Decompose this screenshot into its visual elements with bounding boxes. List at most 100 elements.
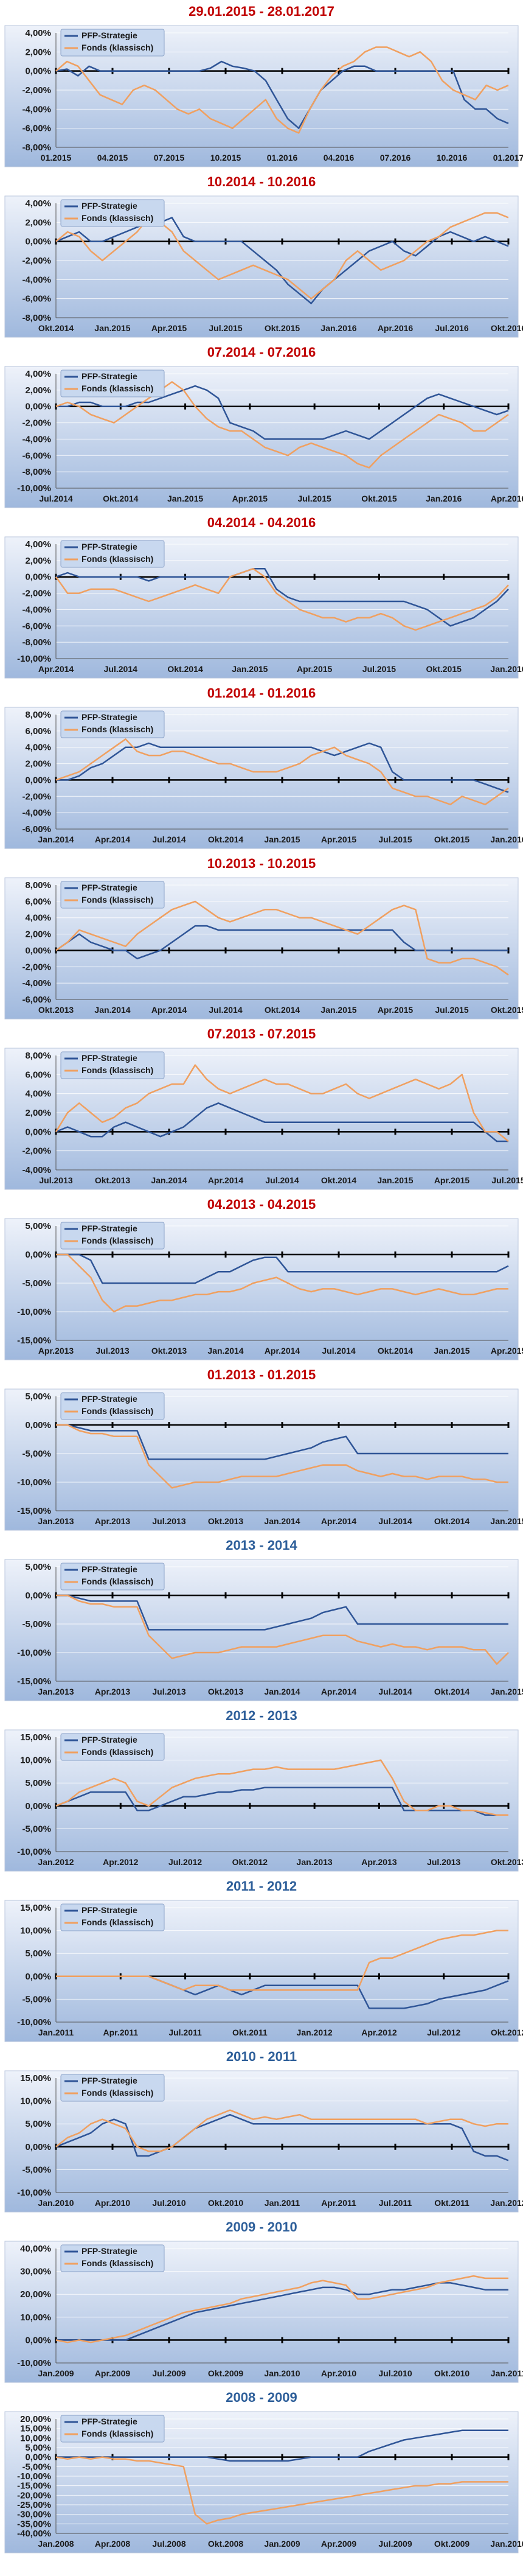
chart-title: 07.2013 - 07.2015 xyxy=(207,1026,316,1041)
x-tick-label: 01.2015 xyxy=(41,153,72,163)
chart-svg: 8,00% 6,00% 4,00% 2,00% 0,00% -2,00% -4,00% -6,… xyxy=(4,877,523,1020)
legend-label: Fonds (klassisch) xyxy=(81,383,153,393)
chart-panel: 04.2014 - 04.2016 4,00% 2,00% 0,00% -2,00% -4… xyxy=(0,514,523,684)
y-tick-label: -10,00% xyxy=(17,2471,51,2482)
x-tick-label: Okt.2012 xyxy=(232,1857,268,1867)
x-tick-label: Apr.2009 xyxy=(321,2539,357,2549)
legend-label: Fonds (klassisch) xyxy=(81,724,153,734)
x-tick-label: Okt.2014 xyxy=(167,664,203,674)
legend-label: PFP-Strategie xyxy=(81,1394,137,1404)
x-tick-label: Apr.2012 xyxy=(361,2028,397,2037)
x-tick-label: Jul.2015 xyxy=(435,1005,468,1015)
x-tick-label: Jul.2015 xyxy=(362,664,396,674)
x-tick-label: 04.2015 xyxy=(97,153,128,163)
legend-label: Fonds (klassisch) xyxy=(81,1406,153,1416)
fund-line xyxy=(55,900,509,976)
y-tick-label: -5,00% xyxy=(22,2165,51,2175)
x-tick-label: 07.2016 xyxy=(380,153,411,163)
x-tick-label: Okt.2015 xyxy=(426,664,462,674)
legend-box xyxy=(60,2074,165,2102)
x-tick-label: Jan.2013 xyxy=(297,1857,333,1867)
y-tick-label: -15,00% xyxy=(17,1506,51,1516)
fund-line xyxy=(55,1064,509,1142)
y-tick-label: -6,00% xyxy=(22,621,51,631)
x-tick-label: Jan.2016 xyxy=(490,835,523,844)
y-tick-label: -2,00% xyxy=(22,418,51,429)
x-tick-label: Jul.2014 xyxy=(378,1687,412,1696)
strategy-line xyxy=(56,1424,508,1460)
chart-title: 04.2014 - 04.2016 xyxy=(207,515,316,530)
y-tick-label: 5,00% xyxy=(25,1778,51,1788)
x-tick-label: Jan.2016 xyxy=(426,494,462,503)
y-tick-label: -4,00% xyxy=(22,978,51,989)
x-tick-label: Jan.2015 xyxy=(167,494,203,503)
y-tick-label: 2,00% xyxy=(25,47,51,57)
y-tick-label: -10,00% xyxy=(17,1477,51,1488)
x-tick-label: 10.2016 xyxy=(437,153,468,163)
legend-label: PFP-Strategie xyxy=(81,371,137,381)
x-tick-label: Jul.2013 xyxy=(427,1857,460,1867)
y-tick-label: -4,00% xyxy=(22,604,51,615)
y-tick-label: 4,00% xyxy=(25,1089,51,1099)
y-tick-label: -6,00% xyxy=(22,294,51,304)
x-tick-label: Jan.2009 xyxy=(264,2539,300,2549)
x-tick-label: Apr.2014 xyxy=(151,1005,187,1015)
y-tick-label: 0,00% xyxy=(25,2142,51,2152)
x-tick-label: Apr.2013 xyxy=(361,1857,397,1867)
fund-line xyxy=(55,2109,508,2152)
x-tick-label: 01.2016 xyxy=(267,153,298,163)
legend-box xyxy=(60,369,165,397)
x-tick-label: Okt.2014 xyxy=(103,494,139,503)
y-tick-label: 10,00% xyxy=(20,2096,51,2107)
y-tick-label: 15,00% xyxy=(20,2424,51,2434)
x-tick-label: Jan.2014 xyxy=(151,1175,187,1185)
x-tick-label: Jan.2015 xyxy=(434,1346,469,1356)
strategy-line xyxy=(55,568,509,627)
fund-line xyxy=(55,568,509,631)
x-tick-label: Jan.2015 xyxy=(232,664,268,674)
chart-svg: 4,00% 2,00% 0,00% -2,00% -4,00% -6,00% -8,00% -… xyxy=(4,366,523,508)
y-tick-label: 0,00% xyxy=(25,1420,51,1430)
strategy-line xyxy=(56,385,509,440)
x-tick-label: Apr.2011 xyxy=(321,2198,356,2208)
y-tick-label: 20,00% xyxy=(20,2414,51,2424)
y-tick-label: 0,00% xyxy=(25,1591,51,1601)
x-tick-label: Jul.2015 xyxy=(491,1175,523,1185)
legend-label: Fonds (klassisch) xyxy=(81,1917,153,1927)
x-tick-label: Apr.2014 xyxy=(321,1516,357,1526)
x-tick-label: Okt.2013 xyxy=(151,1346,187,1356)
y-tick-label: 15,00% xyxy=(20,1903,51,1913)
chart-title: 01.2014 - 01.2016 xyxy=(207,685,316,701)
y-tick-label: -30,00% xyxy=(17,2510,51,2520)
y-tick-label: 2,00% xyxy=(25,759,51,769)
y-tick-label: 4,00% xyxy=(25,913,51,923)
x-tick-label: Okt.2012 xyxy=(491,2028,523,2037)
y-tick-label: -5,00% xyxy=(22,2462,51,2472)
chart-svg: 4,00%2,00%0,00%-2,00%-4,00%-6,00%-8,00%O… xyxy=(4,195,523,338)
x-tick-label: Jan.2013 xyxy=(38,1687,74,1696)
chart-title: 2012 - 2013 xyxy=(226,1708,297,1723)
x-tick-label: Apr.2010 xyxy=(95,2198,131,2208)
legend-box xyxy=(60,1222,165,1250)
strategy-line xyxy=(55,60,509,129)
y-tick-label: -2,00% xyxy=(22,962,51,972)
strategy-line xyxy=(56,1594,508,1631)
y-tick-label: 2,00% xyxy=(25,385,51,396)
legend-label: Fonds (klassisch) xyxy=(81,213,153,223)
y-tick-label: 6,00% xyxy=(25,726,51,737)
legend-label: Fonds (klassisch) xyxy=(81,895,153,905)
y-tick-label: -6,00% xyxy=(22,824,51,835)
fund-line xyxy=(55,738,509,805)
x-tick-label: Apr.2015 xyxy=(378,1005,414,1015)
chart-panel: 07.2013 - 07.2015 8,00% 6,00% 4,00% 2,00% 0,0… xyxy=(0,1025,523,1195)
y-tick-label: 5,00% xyxy=(25,1221,51,1231)
x-tick-label: Jul.2014 xyxy=(104,664,137,674)
x-tick-label: Jul.2013 xyxy=(95,1346,129,1356)
y-tick-label: -8,00% xyxy=(22,313,51,323)
x-tick-label: Apr.2008 xyxy=(95,2539,131,2549)
x-tick-label: Apr.2009 xyxy=(95,2368,131,2378)
x-tick-label: Jan.2015 xyxy=(94,323,130,333)
x-tick-label: Okt.2015 xyxy=(491,1005,523,1015)
y-tick-label: 6,00% xyxy=(25,897,51,907)
